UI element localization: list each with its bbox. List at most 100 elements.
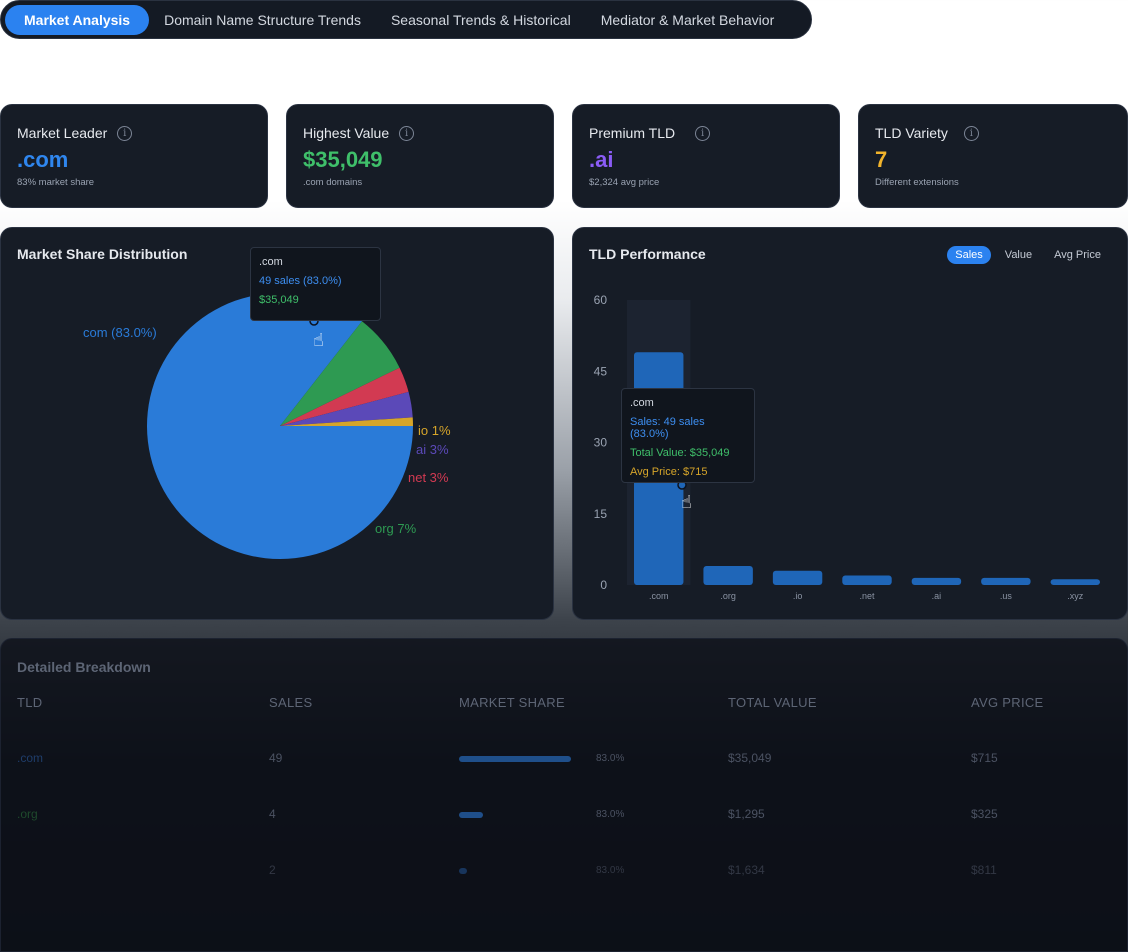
bar[interactable]	[911, 577, 962, 585]
pie-slice[interactable]	[147, 293, 414, 559]
table-row[interactable]: 2 83.0% $1,634 $811	[1, 863, 1127, 883]
pie-slice-label: org 7%	[375, 521, 417, 536]
period-summary: 60 Day Period: 59 Total Sales • $42,797 …	[829, 66, 1126, 81]
tab-mediator-behavior[interactable]: Mediator & Market Behavior	[600, 11, 775, 28]
cell-avg-price: $715	[971, 751, 998, 765]
info-icon[interactable]: i	[399, 125, 415, 141]
stat-title: Highest Value i	[303, 125, 415, 141]
tooltip-name: .com	[630, 397, 654, 409]
table-row[interactable]: .org 4 83.0% $1,295 $325	[1, 807, 1127, 827]
toggle-value[interactable]: Value	[1004, 249, 1033, 261]
pie-slice[interactable]	[280, 391, 413, 426]
y-tick-label: 15	[594, 507, 608, 521]
stat-title: Premium TLD i	[589, 125, 711, 141]
bar[interactable]	[1050, 579, 1100, 585]
tld-performance-panel: TLD Performance Sales Value Avg Price 0 1…	[572, 227, 1128, 620]
cell-avg-price: $325	[971, 807, 998, 821]
pie-slice-label: net 3%	[408, 470, 449, 485]
bar[interactable]	[842, 575, 892, 586]
tooltip-value: Total Value: $35,049	[630, 447, 730, 459]
column-header-avg-price[interactable]: AVG PRICE	[971, 695, 1044, 710]
stat-card-market-leader: Market Leader i .com 83% market share	[0, 104, 268, 208]
tooltip-avg: Avg Price: $715	[630, 466, 708, 478]
section-title: TLD Market Analysis ^	[0, 66, 133, 81]
info-icon[interactable]: i	[695, 125, 711, 141]
cell-sales: 49	[269, 751, 283, 765]
x-tick-label: .ai	[932, 591, 942, 601]
tab-domain-structure[interactable]: Domain Name Structure Trends	[164, 11, 361, 28]
y-tick-label: 45	[594, 364, 608, 378]
stat-title: Market Leader i	[17, 125, 133, 141]
pie-slice-label: ai 3%	[416, 442, 449, 457]
tab-seasonal-trends[interactable]: Seasonal Trends & Historical	[390, 11, 571, 28]
pie-chart: com (83.0%) org 7% net 3% ai 3% io 1%	[83, 293, 451, 559]
cell-total-value: $35,049	[728, 751, 772, 765]
main-tabs: Market Analysis Domain Name Structure Tr…	[0, 0, 812, 39]
stat-subtext: .com domains	[303, 177, 363, 188]
cell-sales: 4	[269, 807, 276, 821]
toggle-sales[interactable]: Sales	[947, 246, 991, 264]
stat-subtext: Different extensions	[875, 177, 959, 188]
x-tick-label: .us	[1000, 591, 1013, 601]
table-row[interactable]: .com 49 83.0% $35,049 $715	[1, 751, 1127, 771]
cell-share: 83.0%	[596, 753, 625, 764]
stat-value: $35,049	[303, 147, 383, 172]
stat-card-premium-tld: Premium TLD i .ai $2,324 avg price	[572, 104, 840, 208]
bar[interactable]	[703, 566, 753, 585]
tooltip-sales: 49 sales (83.0%)	[259, 275, 342, 287]
cell-total-value: $1,634	[728, 863, 765, 877]
market-share-bar	[459, 868, 468, 874]
x-tick-label: .io	[793, 591, 803, 601]
x-tick-label: .com	[649, 591, 669, 601]
hand-cursor-icon: ☝	[681, 492, 692, 512]
stat-card-highest-value: Highest Value i $35,049 .com domains	[286, 104, 554, 208]
cell-share: 83.0%	[596, 865, 625, 876]
tab-market-analysis[interactable]: Market Analysis	[5, 4, 150, 35]
column-header-market-share[interactable]: MARKET SHARE	[459, 695, 565, 710]
pie-tooltip: .com 49 sales (83.0%) $35,049	[250, 247, 381, 321]
pie-slice[interactable]	[280, 367, 409, 426]
stat-value: .com	[17, 147, 69, 172]
bar[interactable]	[981, 577, 1031, 585]
bar-tooltip: .com Sales: 49 sales (83.0%) Total Value…	[621, 388, 755, 483]
hand-cursor-icon: ☝	[313, 330, 324, 350]
stat-card-tld-variety: TLD Variety i 7 Different extensions	[858, 104, 1128, 208]
cell-sales: 2	[269, 863, 276, 877]
y-tick-label: 60	[594, 293, 608, 307]
column-header-tld[interactable]: TLD	[17, 695, 43, 710]
tooltip-value: $35,049	[259, 294, 299, 306]
bar[interactable]	[772, 570, 823, 585]
market-share-bar	[459, 812, 484, 818]
cell-total-value: $1,295	[728, 807, 765, 821]
panel-title: TLD Performance	[589, 246, 706, 262]
tooltip-sales: Sales: 49 sales (83.0%)	[630, 416, 705, 440]
market-share-bar	[459, 756, 572, 762]
metric-toggle: Sales Value Avg Price	[947, 246, 1109, 264]
toggle-avg-price[interactable]: Avg Price	[1054, 249, 1101, 261]
pie-slice[interactable]	[280, 321, 400, 426]
stat-subtext: $2,324 avg price	[589, 177, 660, 188]
stat-title: TLD Variety i	[875, 125, 979, 141]
cell-tld: .com	[17, 751, 44, 765]
cell-avg-price: $811	[971, 863, 997, 877]
x-tick-label: .org	[720, 591, 736, 601]
info-icon[interactable]: i	[117, 125, 133, 141]
pie-slice[interactable]	[280, 417, 413, 426]
y-tick-label: 0	[600, 578, 607, 592]
tooltip-name: .com	[259, 256, 283, 268]
panel-title: Detailed Breakdown	[17, 659, 151, 675]
panel-title: Market Share Distribution	[17, 246, 188, 262]
pie-slice-label: io 1%	[418, 423, 451, 438]
stat-value: .ai	[589, 147, 614, 172]
x-tick-label: .net	[859, 591, 875, 601]
x-tick-label: .xyz	[1067, 591, 1084, 601]
column-header-total-value[interactable]: TOTAL VALUE	[728, 695, 817, 710]
market-share-panel: Market Share Distribution com (83.0%) org…	[0, 227, 554, 620]
info-icon[interactable]: i	[963, 125, 979, 141]
column-header-sales[interactable]: SALES	[269, 695, 313, 710]
pie-slice-label: com (83.0%)	[83, 325, 157, 340]
cell-share: 83.0%	[596, 809, 625, 820]
subheader: TLD Market Analysis ^ 60 Day Period: 59 …	[0, 66, 1128, 86]
detailed-breakdown-panel: Detailed Breakdown TLD SALES MARKET SHAR…	[0, 638, 1128, 952]
y-tick-label: 30	[594, 436, 608, 450]
